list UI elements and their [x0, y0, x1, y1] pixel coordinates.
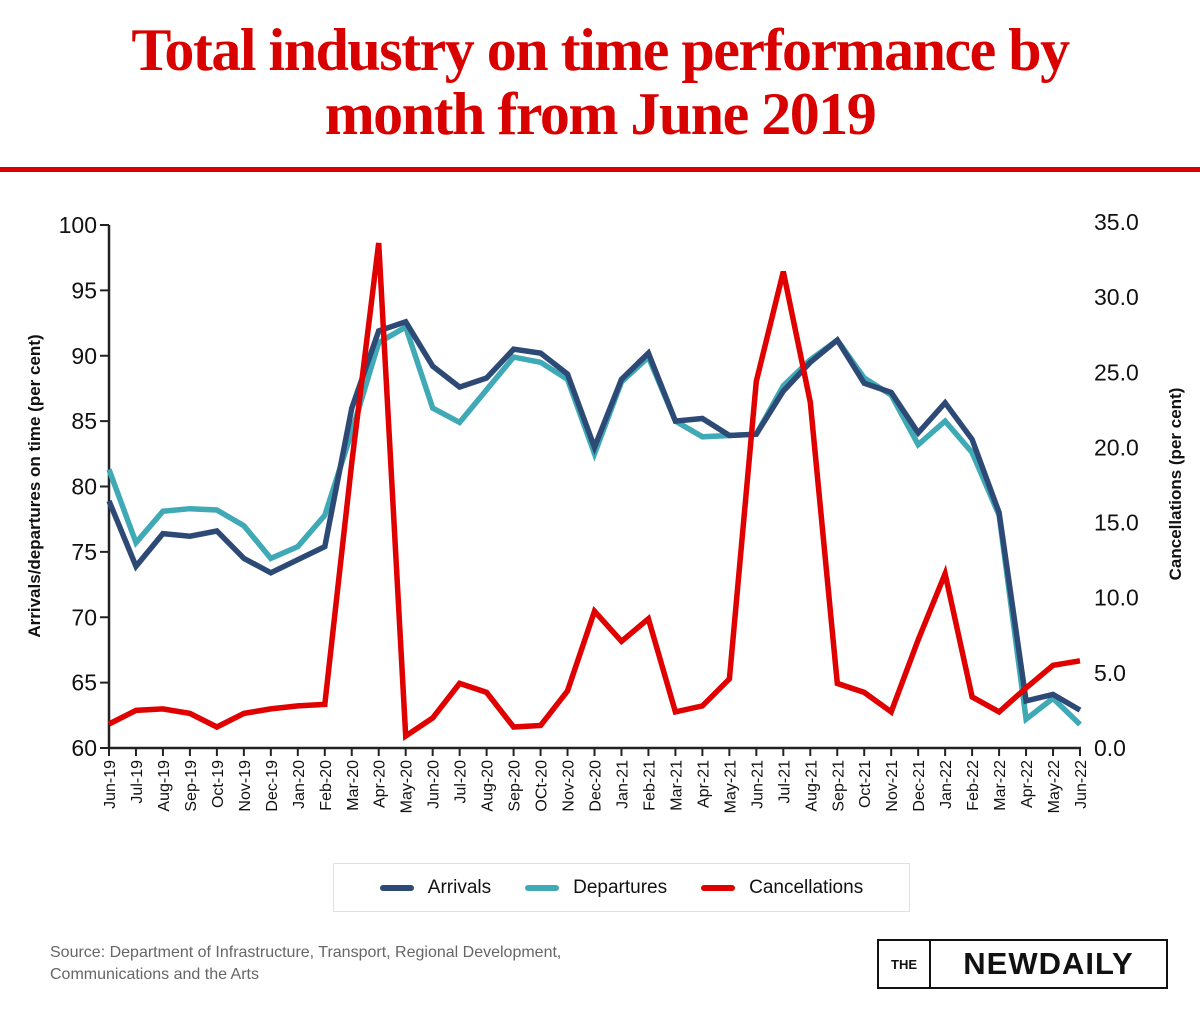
logo-name: NEWDAILY — [963, 946, 1134, 981]
legend-item-cancellations[interactable]: Cancellations — [701, 877, 863, 899]
title-divider — [0, 167, 1200, 172]
left-tick-label: 100 — [59, 212, 97, 238]
x-tick-label: Oct-21 — [857, 760, 874, 808]
series-layer — [106, 242, 1082, 741]
left-tick-label: 95 — [71, 277, 97, 303]
x-tick-label: Aug-21 — [803, 760, 820, 812]
newdaily-logo: THE NEWDAILY — [877, 939, 1168, 989]
right-tick-label: 5.0 — [1094, 660, 1126, 686]
series-line-departures — [106, 322, 1082, 727]
left-tick-label: 65 — [71, 670, 97, 696]
source-note: Source: Department of Infrastructure, Tr… — [50, 942, 670, 986]
x-tick-label: Jan-20 — [291, 760, 308, 809]
x-tick-label: Jun-22 — [1073, 760, 1090, 809]
legend-item-arrivals[interactable]: Arrivals — [379, 876, 492, 899]
left-axis: 60 65 70 75 80 85 90 95 100 — [59, 212, 111, 761]
x-tick-label: Jun-19 — [102, 760, 119, 809]
x-tick-label: Apr-22 — [1019, 760, 1036, 808]
right-tick-label: 25.0 — [1094, 359, 1139, 385]
x-tick-label: Jan-22 — [938, 760, 955, 809]
x-tick-label: OCt-20 — [534, 760, 551, 812]
x-tick-label: Mar-21 — [668, 760, 685, 811]
legend-swatch-arrivals — [379, 884, 414, 891]
chart-legend: Arrivals Departures Cancellations — [333, 863, 910, 912]
left-tick-label: 70 — [71, 604, 97, 630]
chart-title-line-2: month from June 2019 — [324, 81, 877, 147]
x-tick-label: Sep-19 — [183, 760, 200, 812]
x-axis: Jun-19 Jul-19 Aug-19 Sep-19 Oct-19 Nov-19 Dec-… — [102, 746, 1090, 813]
y-axis-label-right: Cancellations (per cent) — [1166, 388, 1185, 581]
source-line-1: Source: Department of Infrastructure, Tr… — [50, 944, 562, 961]
legend-item-departures[interactable]: Departures — [525, 877, 667, 899]
right-axis: 0.0 5.0 10.0 15.0 20.0 25.0 30.0 35.0 — [1094, 209, 1139, 761]
x-tick-label: Dec-20 — [588, 760, 605, 812]
x-tick-label: Jul-20 — [453, 760, 470, 804]
x-tick-label: Mar-22 — [992, 760, 1009, 811]
x-tick-label: Apr-21 — [695, 760, 712, 808]
x-tick-label: Dec-21 — [911, 760, 928, 812]
y-axis-label-left: Arrivals/departures on time (per cent) — [25, 334, 44, 637]
x-tick-label: May-22 — [1046, 760, 1063, 813]
logo-the: THE — [879, 941, 931, 987]
x-tick-label: Dec-19 — [264, 760, 281, 812]
line-chart: 60 65 70 75 80 85 90 95 100 0.0 5.0 10.0 15.0 20.0 25… — [25, 209, 1185, 813]
x-tick-label: Aug-19 — [156, 760, 173, 812]
legend-label-arrivals: Arrivals — [427, 876, 492, 898]
legend-label-departures: Departures — [573, 876, 668, 898]
series-line-cancellations — [107, 242, 1081, 741]
x-tick-label: Jun-20 — [426, 760, 443, 809]
x-tick-label: Mar-20 — [345, 760, 362, 811]
legend-swatch-cancellations — [701, 884, 736, 891]
right-tick-label: 15.0 — [1094, 510, 1139, 536]
legend-swatch-departures — [525, 884, 560, 891]
chart-title-line-1: Total industry on time performance by — [131, 17, 1070, 83]
x-tick-label: Apr-20 — [372, 760, 389, 808]
right-tick-label: 30.0 — [1094, 284, 1139, 310]
x-tick-label: Nov-20 — [561, 760, 578, 812]
x-tick-label: Nov-19 — [237, 760, 254, 812]
x-tick-label: Sep-20 — [507, 760, 524, 812]
x-tick-label: Nov-21 — [884, 760, 901, 812]
right-tick-label: 10.0 — [1094, 585, 1139, 611]
left-tick-label: 75 — [71, 539, 97, 565]
left-tick-label: 90 — [71, 343, 97, 369]
x-tick-label: May-21 — [722, 760, 739, 813]
left-tick-label: 80 — [71, 474, 97, 500]
x-tick-label: Feb-22 — [965, 760, 982, 811]
left-tick-label: 85 — [71, 408, 97, 434]
x-tick-label: Jun-21 — [749, 760, 766, 809]
x-tick-label: Jul-19 — [129, 760, 146, 804]
left-tick-label: 60 — [71, 735, 97, 761]
x-tick-label: Aug-20 — [480, 760, 497, 812]
source-line-2: Communications and the Arts — [50, 966, 259, 983]
x-tick-label: Feb-20 — [318, 760, 335, 811]
x-tick-label: May-20 — [399, 760, 416, 813]
series-line-arrivals — [106, 318, 1082, 713]
right-tick-label: 0.0 — [1094, 735, 1126, 761]
x-tick-label: Jan-21 — [614, 760, 631, 809]
right-tick-label: 35.0 — [1094, 209, 1139, 235]
legend-label-cancellations: Cancellations — [749, 876, 864, 898]
chart-title: Total industry on time performance by mo… — [0, 18, 1200, 146]
x-tick-label: Jul-21 — [776, 760, 793, 804]
x-tick-label: Oct-19 — [210, 760, 227, 808]
right-tick-label: 20.0 — [1094, 434, 1139, 460]
x-tick-label: Feb-21 — [641, 760, 658, 811]
x-tick-label: Sep-21 — [830, 760, 847, 812]
